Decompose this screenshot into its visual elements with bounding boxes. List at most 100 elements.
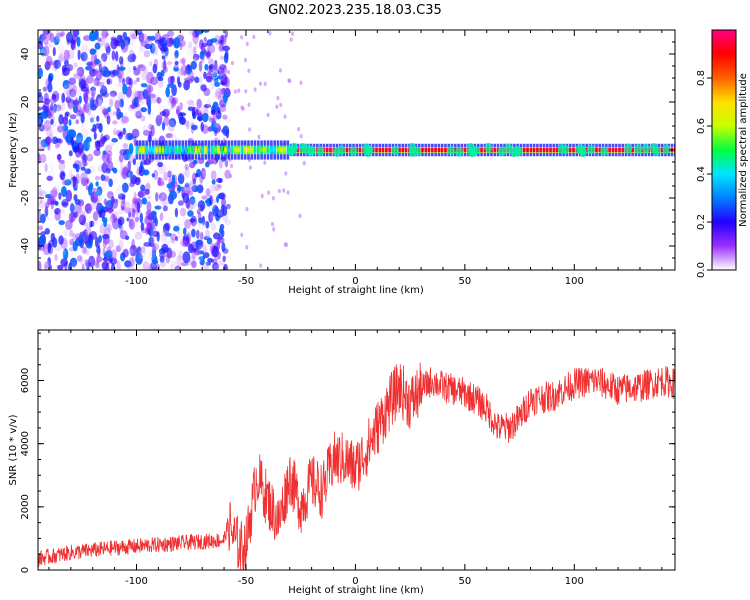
spectrogram-noise-mark <box>71 261 77 268</box>
spectrogram-noise-mark <box>174 60 179 66</box>
spectrogram-noise-mark <box>144 188 150 195</box>
spectrogram-noise-mark <box>45 30 52 41</box>
spectrogram-noise-mark <box>172 252 180 260</box>
spectrogram-noise-mark <box>117 209 123 215</box>
spectrogram-noise-mark <box>60 246 66 257</box>
spectrogram-noise-mark <box>109 113 117 120</box>
spectrogram-noise-mark <box>197 255 203 263</box>
spectrogram-noise-mark <box>76 132 83 144</box>
spectrogram-noise-mark <box>207 97 211 109</box>
spectrogram-noise-mark <box>125 95 130 102</box>
spectrogram-noise-mark <box>119 98 124 108</box>
spectrogram-noise-mark <box>132 91 139 97</box>
spectrogram-noise-mark <box>206 159 214 165</box>
spectrogram-noise-mark <box>73 30 78 36</box>
spectrogram-sparse-mark <box>259 263 263 268</box>
spectrogram-carrier-core <box>598 147 602 153</box>
spectrogram-carrier-core <box>283 147 286 153</box>
spectrogram-noise-mark <box>187 242 192 248</box>
spectrogram-noise-mark <box>180 163 185 169</box>
spectrogram-noise-mark <box>47 160 55 173</box>
spectrogram-noise-mark <box>159 260 167 268</box>
spectrogram-noise-mark <box>42 101 50 111</box>
spectrogram-noise-mark <box>58 114 64 125</box>
spectrogram-noise-mark <box>83 53 90 65</box>
spectrogram-noise-mark <box>82 229 88 241</box>
spectrogram-noise-mark <box>84 203 92 211</box>
spectrogram-carrier-core <box>217 147 221 153</box>
spectrogram-noise-mark <box>86 177 90 184</box>
spectrogram-noise-mark <box>150 225 157 236</box>
spectrogram-noise-mark <box>225 220 231 230</box>
spectrogram-noise-mark <box>140 83 148 88</box>
spectrogram-carrier-core <box>529 147 533 153</box>
spectrogram-noise-mark <box>56 224 63 229</box>
spectrogram-sparse-mark <box>289 37 293 42</box>
spectrogram-noise-mark <box>112 168 118 174</box>
snr-panel: -100 -50 0 50 100 0 2000 4000 6000 Height of str… <box>8 329 676 596</box>
spectrogram-noise-mark <box>109 257 118 265</box>
spectrogram-noise-mark <box>214 81 221 87</box>
spectrogram-noise-mark <box>102 239 107 249</box>
snr-xtick-label: 50 <box>458 576 471 587</box>
spectrogram-noise-mark <box>74 180 83 189</box>
spectrogram-carrier-core <box>427 147 431 153</box>
spectrogram-noise-mark <box>211 186 218 198</box>
spectrogram-noise-mark <box>199 39 204 50</box>
spectrogram-noise-mark <box>103 37 110 45</box>
spectrogram-noise-mark <box>204 261 210 270</box>
spectrogram-noise-mark <box>85 185 90 191</box>
spectrogram-noise-mark <box>68 150 73 157</box>
spectrogram-noise-mark <box>218 43 225 52</box>
spectrogram-noise-mark <box>177 68 184 76</box>
spectrogram-noise-mark <box>106 224 112 232</box>
spectrogram-noise-mark <box>161 237 170 245</box>
spectrogram-noise-mark <box>185 177 189 187</box>
spectrogram-noise-mark <box>49 97 57 105</box>
spectrogram-sparse-mark <box>271 196 275 201</box>
spectrogram-noise-mark <box>108 70 116 75</box>
spectrogram-noise-mark <box>95 163 103 174</box>
spectrogram-noise-mark <box>100 133 104 145</box>
snr-marks <box>38 362 675 570</box>
spectrogram-noise-mark <box>182 234 186 244</box>
spectrogram-noise-mark <box>77 49 81 60</box>
spectrogram-carrier-core <box>345 147 349 153</box>
spectrogram-noise-mark <box>49 189 58 198</box>
spectrogram-carrier-core <box>253 147 257 153</box>
spectrogram-noise-mark <box>173 37 181 49</box>
spectrogram-sparse-mark <box>257 134 261 140</box>
spectrogram-noise-mark <box>62 248 69 261</box>
spectrogram-noise-mark <box>61 92 66 103</box>
spectrogram-noise-mark <box>66 231 73 243</box>
spectrogram-noise-mark <box>189 218 196 223</box>
spectrogram-noise-mark <box>87 153 94 162</box>
spectrogram-noise-mark <box>117 216 125 226</box>
spectrogram-noise-mark <box>38 106 43 111</box>
spectrogram-noise-mark <box>74 233 83 239</box>
spectrogram-noise-mark <box>57 210 64 215</box>
spectrogram-carrier-core <box>614 147 618 153</box>
spectrogram-noise-mark <box>191 106 196 118</box>
spectrogram-carrier-core <box>555 147 559 153</box>
spectrogram-carrier-core <box>155 147 158 153</box>
spectrogram-noise-mark <box>208 64 214 70</box>
spectrogram-carrier-core <box>621 147 625 153</box>
spectrogram-noise-mark <box>174 207 179 218</box>
spectrogram-sparse-mark <box>299 134 303 139</box>
spectrogram-noise-mark <box>44 42 49 55</box>
spectrogram-noise-mark <box>121 195 126 205</box>
spectrogram-ytick-label: 40 <box>20 48 31 61</box>
spectrogram-noise-mark <box>111 58 117 69</box>
spectrogram-noise-mark <box>80 79 87 88</box>
spectrogram-noise-mark <box>60 31 65 37</box>
spectrogram-noise-mark <box>200 257 205 263</box>
spectrogram-noise-mark <box>137 191 144 198</box>
spectrogram-noise-mark <box>170 134 177 142</box>
spectrogram-noise-mark <box>80 258 87 264</box>
spectrogram-noise-mark <box>160 233 167 242</box>
spectrogram-noise-mark <box>203 103 212 109</box>
spectrogram-noise-mark <box>45 55 53 66</box>
spectrogram-carrier-core <box>572 147 575 153</box>
spectrogram-noise-mark <box>162 169 167 176</box>
